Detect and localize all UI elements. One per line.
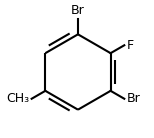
Text: CH₃: CH₃	[6, 92, 29, 105]
Text: Br: Br	[71, 4, 85, 17]
Text: F: F	[127, 39, 134, 52]
Text: Br: Br	[127, 92, 140, 105]
